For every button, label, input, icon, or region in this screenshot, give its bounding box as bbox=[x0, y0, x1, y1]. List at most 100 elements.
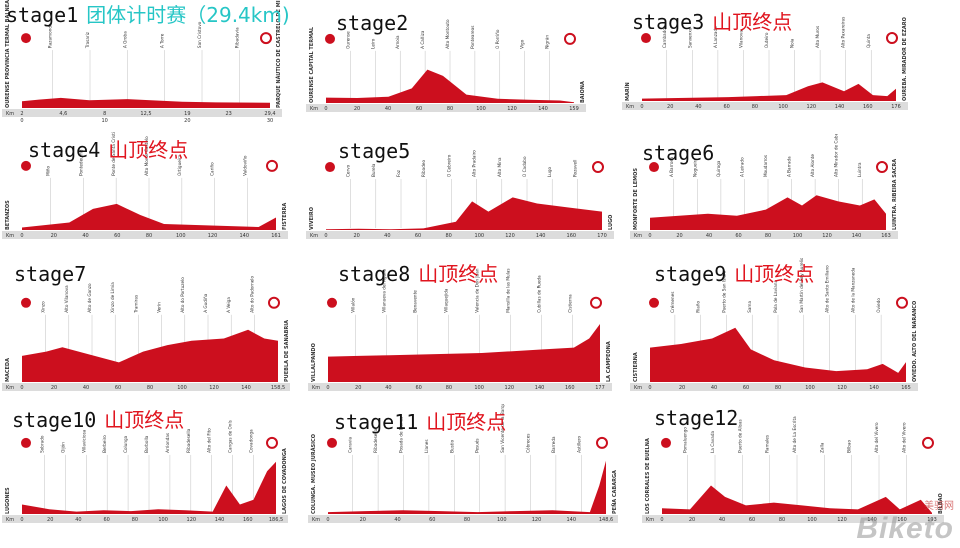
finish-marker-icon bbox=[876, 161, 888, 174]
km-label: 80 bbox=[775, 385, 781, 391]
point-label: San Martín del Rey Aurelio bbox=[799, 258, 804, 313]
km-label: 120 bbox=[208, 233, 218, 239]
point-label: Pesués bbox=[475, 438, 480, 453]
start-marker-icon bbox=[327, 437, 337, 448]
point-label: Valdoviño bbox=[243, 155, 248, 176]
point-label: Sanxenxo bbox=[687, 27, 692, 48]
profile-panel-stage6: MONFORTE DE LEMOS LUINTRA. RIBEIRA SACRA A… bbox=[628, 134, 900, 246]
km-label: 160 bbox=[243, 517, 253, 523]
km-label: 40 bbox=[385, 385, 391, 391]
km-label: 40 bbox=[719, 517, 725, 523]
point-label: Bilbao bbox=[847, 439, 852, 452]
stage-label: stage1 bbox=[6, 3, 79, 27]
point-label: Razamonde bbox=[48, 23, 53, 48]
point-label: Riaño bbox=[696, 301, 701, 313]
watermark-small: 美骑网 bbox=[924, 501, 954, 512]
stage-label: stage8 bbox=[338, 262, 411, 286]
point-label: Moudarros bbox=[763, 155, 768, 177]
point-label: Cangas de Onís bbox=[228, 420, 233, 453]
profile-panel-stage11: COLUNGA. MUSEO JURÁSICO PEÑA CABARGA Carav… bbox=[306, 404, 620, 530]
km-label: 0 bbox=[648, 385, 651, 391]
elevation-area bbox=[326, 69, 574, 103]
stage-note: 山顶终点 bbox=[418, 262, 499, 286]
point-label: Cariño bbox=[210, 162, 215, 176]
point-label: Xinzo de Limia bbox=[110, 282, 115, 313]
km-label: 80 bbox=[446, 385, 452, 391]
km-label: 20 bbox=[676, 233, 682, 239]
km-label: 148,6 bbox=[599, 517, 613, 523]
point-label: Miño bbox=[45, 165, 50, 175]
km-label: 177 bbox=[595, 385, 605, 391]
point-label: Alto Paxareiras bbox=[841, 17, 846, 48]
point-label: Ponte de Santa Cristiña bbox=[111, 132, 116, 176]
km-label: 80 bbox=[464, 517, 470, 523]
point-label: Caravia bbox=[348, 437, 353, 453]
elevation-area bbox=[650, 327, 906, 382]
km-label: 165 bbox=[901, 385, 911, 391]
point-label: Villalón bbox=[351, 297, 356, 313]
point-label: Vilanova bbox=[738, 30, 743, 48]
km-label: 140 bbox=[536, 233, 546, 239]
start-location: OURENSE PROVINCIA TERMAL BALNEARIO DE LA… bbox=[5, 0, 11, 108]
km-label: 20 bbox=[354, 106, 360, 112]
km-label: 100 bbox=[497, 517, 507, 523]
elevation-area bbox=[328, 460, 606, 514]
finish-location: BAIONA bbox=[580, 81, 586, 103]
point-label: Ramales bbox=[765, 435, 770, 453]
profile-panel-stage2: OURENSE CAPITAL TERMAL BAIONA Ourense Leiro… bbox=[304, 5, 588, 119]
start-marker-icon bbox=[325, 162, 335, 173]
km-label: Km bbox=[6, 517, 14, 523]
finish-marker-icon bbox=[266, 159, 278, 172]
point-label: Arriondas bbox=[165, 433, 170, 453]
point-label: Pontedeume bbox=[78, 149, 83, 176]
point-label: Cubillas de Rueda bbox=[537, 275, 542, 313]
finish-location: PARQUE NÁUTICO DE CASTRELO DE MIÑO bbox=[275, 0, 282, 108]
stage-caption: stage5 bbox=[338, 141, 410, 161]
point-label: Leiro bbox=[370, 38, 375, 49]
km-label: 161 bbox=[271, 233, 281, 239]
km-label: 20 bbox=[51, 233, 57, 239]
km-bar bbox=[2, 109, 282, 117]
point-label: Alto Vilanova bbox=[64, 285, 69, 313]
km-label: Km bbox=[310, 233, 318, 239]
km-label: 193 bbox=[927, 517, 937, 523]
axis-tick-label: 10 bbox=[101, 118, 107, 124]
profile-chart: VILLALPANDO LA CAMPEONA Villalón Villanueva… bbox=[308, 268, 612, 391]
point-label: Rozavell bbox=[572, 160, 577, 177]
point-label: Alto Monte Castelo bbox=[144, 136, 149, 176]
point-label: Sobrado bbox=[39, 435, 44, 453]
stage-label: stage10 bbox=[12, 408, 97, 432]
start-location: MARÍN bbox=[623, 82, 631, 101]
point-label: Cóbreces bbox=[526, 433, 531, 452]
km-label: 40 bbox=[385, 106, 391, 112]
km-label: 120 bbox=[507, 106, 517, 112]
point-label: Alto Montouto bbox=[445, 19, 450, 49]
start-marker-icon bbox=[649, 297, 659, 308]
km-label: 80 bbox=[765, 233, 771, 239]
km-label: 20 bbox=[355, 385, 361, 391]
km-label: 60 bbox=[115, 385, 121, 391]
km-label: 186,5 bbox=[269, 517, 283, 523]
point-label: Oviedo bbox=[876, 298, 881, 313]
stage-note: 山顶终点 bbox=[734, 262, 815, 286]
km-label: 120 bbox=[505, 385, 515, 391]
start-marker-icon bbox=[21, 33, 31, 44]
finish-marker-icon bbox=[590, 296, 602, 309]
km-label: Km bbox=[312, 385, 320, 391]
point-label: Lugo bbox=[547, 166, 552, 177]
finish-location: PUEBLA DE SANABRIA bbox=[284, 320, 290, 382]
km-label: 40 bbox=[695, 104, 701, 110]
point-label: Alto Muros bbox=[815, 26, 820, 48]
finish-location: LUINTRA. RIBEIRA SACRA bbox=[892, 159, 898, 230]
km-label: 158,5 bbox=[271, 385, 285, 391]
point-label: A Veiga bbox=[226, 297, 231, 313]
km-label: 40 bbox=[394, 517, 400, 523]
km-label: 8 bbox=[103, 111, 106, 117]
point-label: Covadonga bbox=[249, 429, 254, 453]
start-location: BETANZOS bbox=[5, 200, 11, 230]
point-label: O Cebreiro bbox=[446, 154, 451, 177]
km-label: 20 bbox=[51, 385, 57, 391]
stage-label: stage12 bbox=[654, 406, 739, 430]
finish-location: LUGO bbox=[608, 215, 614, 230]
point-label: Cistierna bbox=[568, 294, 573, 313]
